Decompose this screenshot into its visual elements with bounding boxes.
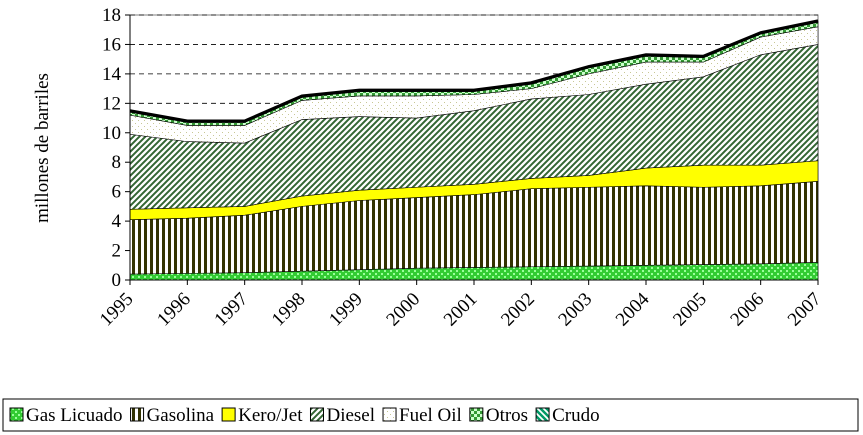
y-tick-label: 16	[102, 34, 121, 55]
legend-swatch	[382, 407, 397, 422]
y-tick-label: 8	[112, 152, 122, 173]
legend-swatch	[9, 407, 24, 422]
y-tick-label: 2	[112, 241, 122, 262]
y-tick-label: 18	[102, 5, 121, 26]
x-tick-label: 2002	[497, 289, 539, 331]
legend	[2, 398, 859, 432]
y-tick-label: 0	[112, 270, 122, 291]
legend-label: Fuel Oil	[399, 405, 462, 426]
x-tick-label: 2007	[784, 289, 826, 331]
legend-label: Gasolina	[147, 405, 215, 426]
legend-label: Crudo	[552, 405, 600, 426]
x-tick-label: 2004	[612, 288, 654, 330]
x-tick-label: 1998	[268, 289, 310, 331]
x-tick-label: 2001	[440, 289, 482, 331]
legend-label: Otros	[486, 405, 528, 426]
x-tick-label: 1999	[325, 289, 367, 331]
y-tick-label: 4	[112, 211, 122, 232]
x-tick-label: 2005	[669, 289, 711, 331]
y-axis-label: millones de barriles	[32, 73, 53, 223]
legend-label: Kero/Jet	[238, 405, 303, 426]
legend-swatch	[130, 407, 145, 422]
x-tick-label: 1996	[153, 289, 195, 331]
legend-swatch	[469, 407, 484, 422]
y-tick-label: 10	[102, 123, 121, 144]
legend-label: Gas Licuado	[26, 405, 123, 426]
y-tick-label: 12	[102, 93, 121, 114]
legend-swatch	[221, 407, 236, 422]
y-tick-label: 6	[112, 182, 122, 203]
x-tick-label: 2003	[554, 289, 596, 331]
x-tick-label: 2000	[382, 289, 424, 331]
total-outline	[129, 19, 819, 123]
legend-swatch	[535, 407, 550, 422]
y-tick-label: 14	[102, 64, 122, 85]
x-tick-label: 1995	[96, 289, 138, 331]
legend-swatch	[309, 407, 324, 422]
x-tick-label: 1997	[210, 289, 252, 331]
x-tick-label: 2006	[726, 289, 768, 331]
legend-label: Diesel	[326, 405, 375, 426]
